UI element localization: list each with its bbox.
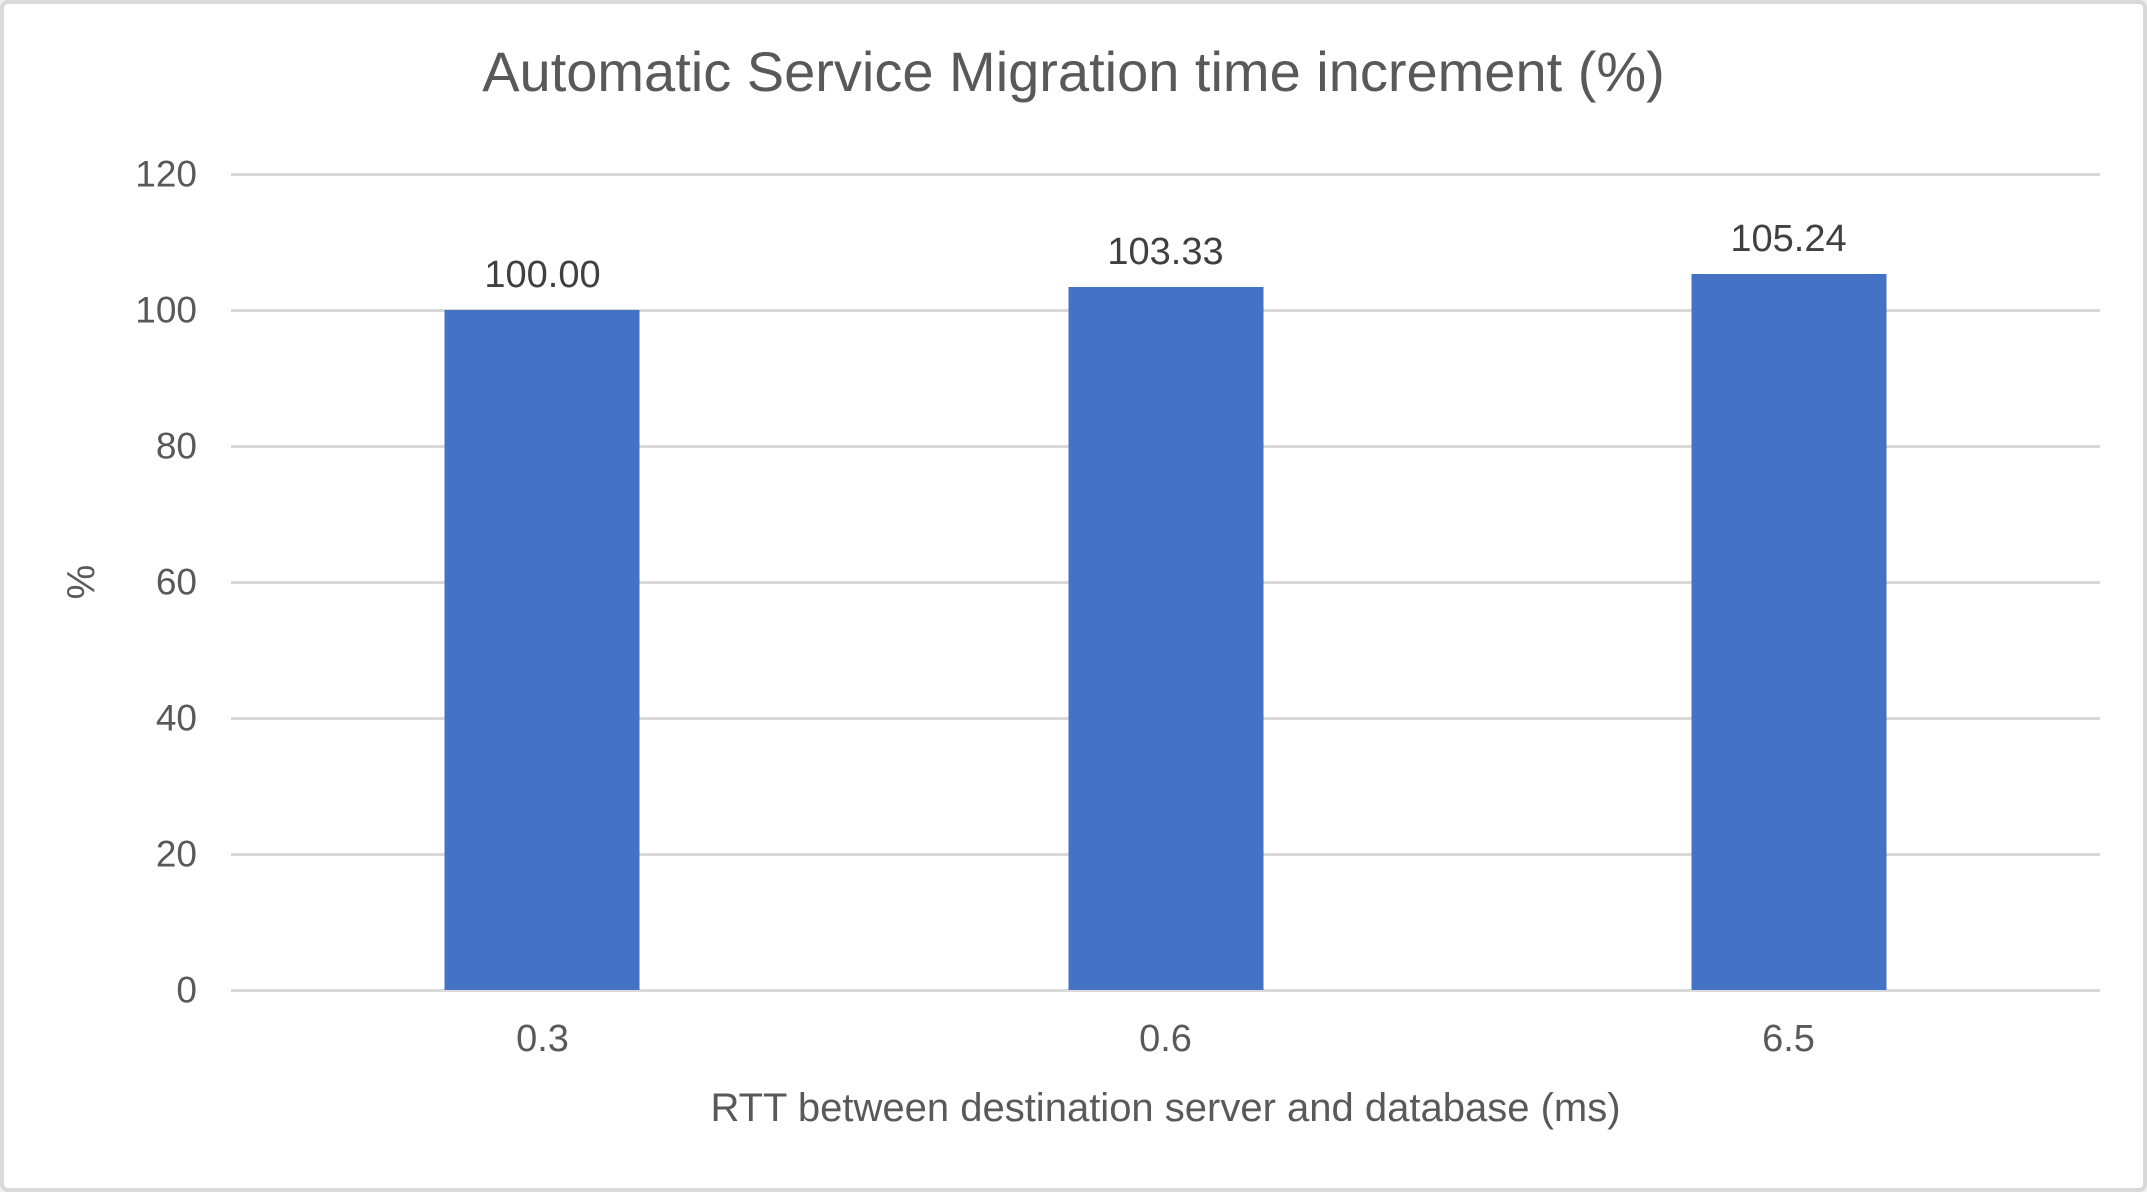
x-tick-label-6.5: 6.5 <box>1762 1018 1815 1060</box>
y-axis-tick-labels: 0 20 40 60 80 100 120 <box>4 156 197 1009</box>
gridline-120 <box>231 172 2100 176</box>
data-label-0.3: 100.00 <box>484 254 601 296</box>
y-tick-label-0: 0 <box>176 969 197 1011</box>
y-tick-label-80: 80 <box>155 425 197 467</box>
x-tick-label-0.3: 0.3 <box>516 1018 569 1060</box>
data-label-6.5: 105.24 <box>1730 218 1847 261</box>
y-tick-label-60: 60 <box>155 561 197 603</box>
y-tick-label-40: 40 <box>155 697 197 739</box>
y-tick-label-20: 20 <box>155 833 197 875</box>
x-axis-title: RTT between destination server and datab… <box>710 1086 1621 1130</box>
y-tick-label-100: 100 <box>135 289 197 331</box>
bar-6.5 <box>1691 274 1886 990</box>
gridline-0 <box>231 988 2100 992</box>
bar-0.6 <box>1068 287 1263 990</box>
bar-0.3 <box>444 310 640 990</box>
plot-area: 100.00 103.33 105.24 <box>231 172 2100 992</box>
x-axis-tick-labels: 0.3 0.6 6.5 <box>231 1020 2100 1066</box>
x-tick-label-0.6: 0.6 <box>1139 1018 1192 1060</box>
y-tick-label-120: 120 <box>135 153 197 195</box>
chart-title: Automatic Service Migration time increme… <box>482 40 1665 103</box>
data-label-0.6: 103.33 <box>1107 231 1224 274</box>
